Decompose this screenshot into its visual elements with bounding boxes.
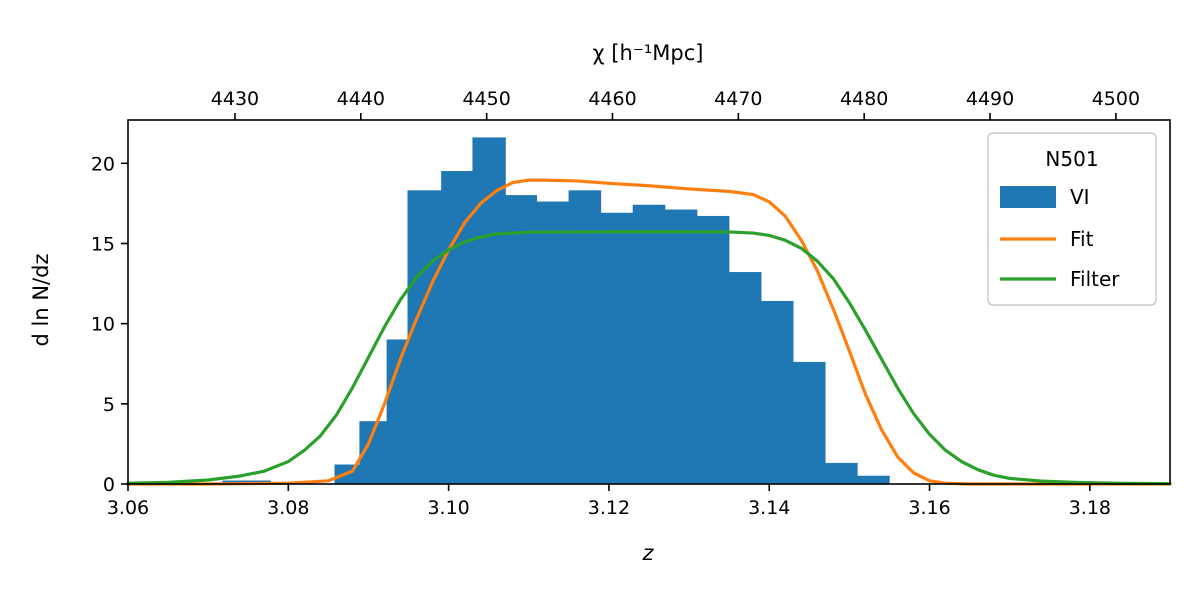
top-x-tick-label: 4500 [1092,88,1140,110]
histogram-bar [386,339,408,485]
top-x-tick-label: 4480 [840,88,888,110]
x-tick-label: 3.06 [107,497,149,519]
y-tick-label: 10 [91,314,115,336]
histogram-bar [505,195,538,485]
legend-title: N501 [1045,147,1098,171]
top-x-tick-label: 4460 [588,88,636,110]
histogram-bar [728,272,762,485]
chart-axes: 3.06 3.08 3.10 3.12 3.14 3.16 3.18 0 5 10 15 20 4430… [91,88,1171,519]
histogram-bar [696,215,730,485]
top-x-tick-label: 4470 [714,88,762,110]
x-tick-label: 3.18 [1069,497,1111,519]
y-tick-label: 5 [103,394,115,416]
y-tick-label: 0 [103,474,115,496]
x-tick-label: 3.14 [748,497,790,519]
chart-lines [126,178,1172,486]
plot-frame [127,119,1171,485]
histogram-bar [536,201,570,485]
series-line-filter [126,230,1172,486]
series-line-fit [126,178,1172,486]
y-tick-label: 20 [91,153,115,175]
histogram-bar [664,209,698,485]
x-tick-label: 3.16 [908,497,950,519]
histogram-bar [632,204,666,485]
legend-patch-vi [1000,186,1056,208]
top-x-axis-label: χ [h⁻¹Mpc] [593,41,704,65]
legend-label-fit: Fit [1070,227,1094,251]
top-x-tick-label: 4490 [966,88,1014,110]
legend-box [987,132,1157,306]
legend-label-filter: Filter [1070,267,1120,291]
x-tick-label: 3.10 [427,497,469,519]
top-x-tick-label: 4440 [337,88,385,110]
histogram-bar [568,190,602,485]
x-axis-label: z [641,541,654,565]
histogram-bar [825,462,858,485]
histogram-bar [857,475,890,485]
x-tick-label: 3.08 [267,497,309,519]
histogram-bar [760,300,794,485]
histogram-bars [222,137,890,485]
histogram-bar [600,212,634,485]
x-tick-label: 3.12 [588,497,630,519]
legend: N501 VI Fit Filter [987,132,1157,306]
y-tick-label: 15 [91,233,115,255]
histogram-bar [441,171,473,485]
y-axis-label: d ln N/dz [29,254,53,347]
histogram-bar [407,190,442,485]
top-x-tick-label: 4430 [211,88,259,110]
histogram-bar [793,361,826,485]
top-x-tick-label: 4450 [462,88,510,110]
legend-label-vi: VI [1070,185,1090,209]
